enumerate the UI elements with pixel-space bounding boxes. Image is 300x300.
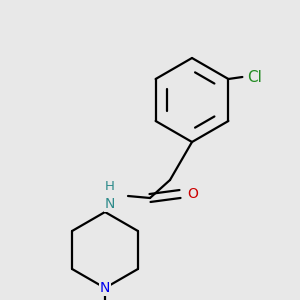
Text: Cl: Cl (247, 70, 262, 85)
Text: N: N (105, 197, 115, 211)
Text: O: O (188, 187, 198, 201)
Text: H: H (105, 179, 115, 193)
Text: N: N (100, 281, 110, 295)
